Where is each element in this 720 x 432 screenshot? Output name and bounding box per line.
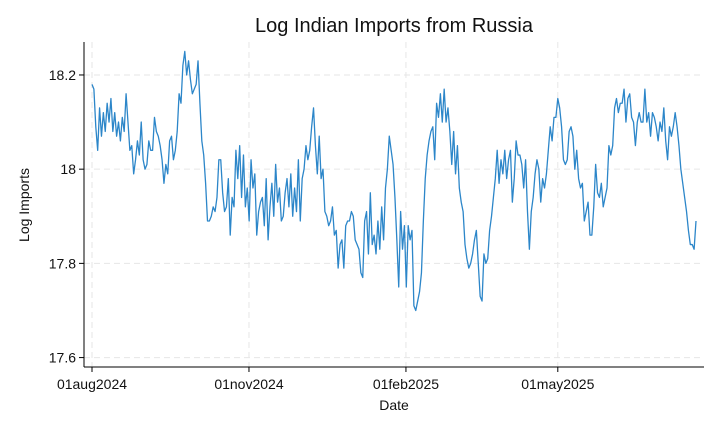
series-layer [91,50,697,312]
x-tick-label: 01feb2025 [373,376,439,392]
x-tick-label: 01aug2024 [57,376,127,392]
y-tick-label: 18 [60,161,76,177]
y-ticks: 17.6 17.8 18 18.2 [49,67,84,366]
series-line-0 [91,50,697,312]
grid [84,42,704,367]
y-axis-label: Log Imports [16,168,32,242]
chart-title: Log Indian Imports from Russia [255,15,534,37]
x-ticks: 01aug2024 01nov2024 01feb2025 01may2025 [57,367,595,392]
y-tick-label: 17.8 [49,255,76,271]
x-tick-label: 01nov2024 [214,376,284,392]
x-axis-label: Date [379,397,409,413]
y-tick-label: 18.2 [49,67,76,83]
y-tick-label: 17.6 [49,350,76,366]
x-tick-label: 01may2025 [521,376,594,392]
